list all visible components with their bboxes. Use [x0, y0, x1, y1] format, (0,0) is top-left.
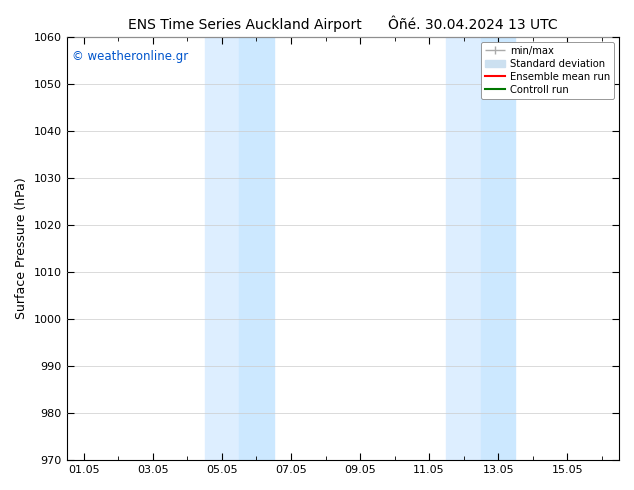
Bar	[205, 37, 239, 460]
Legend: min/max, Standard deviation, Ensemble mean run, Controll run: min/max, Standard deviation, Ensemble me…	[481, 42, 614, 99]
Title: ENS Time Series Auckland Airport      Ôñé. 30.04.2024 13 UTC: ENS Time Series Auckland Airport Ôñé. 30…	[128, 15, 557, 31]
Bar	[239, 37, 274, 460]
Bar	[481, 37, 515, 460]
Y-axis label: Surface Pressure (hPa): Surface Pressure (hPa)	[15, 177, 28, 319]
Bar	[446, 37, 481, 460]
Text: © weatheronline.gr: © weatheronline.gr	[72, 49, 188, 63]
